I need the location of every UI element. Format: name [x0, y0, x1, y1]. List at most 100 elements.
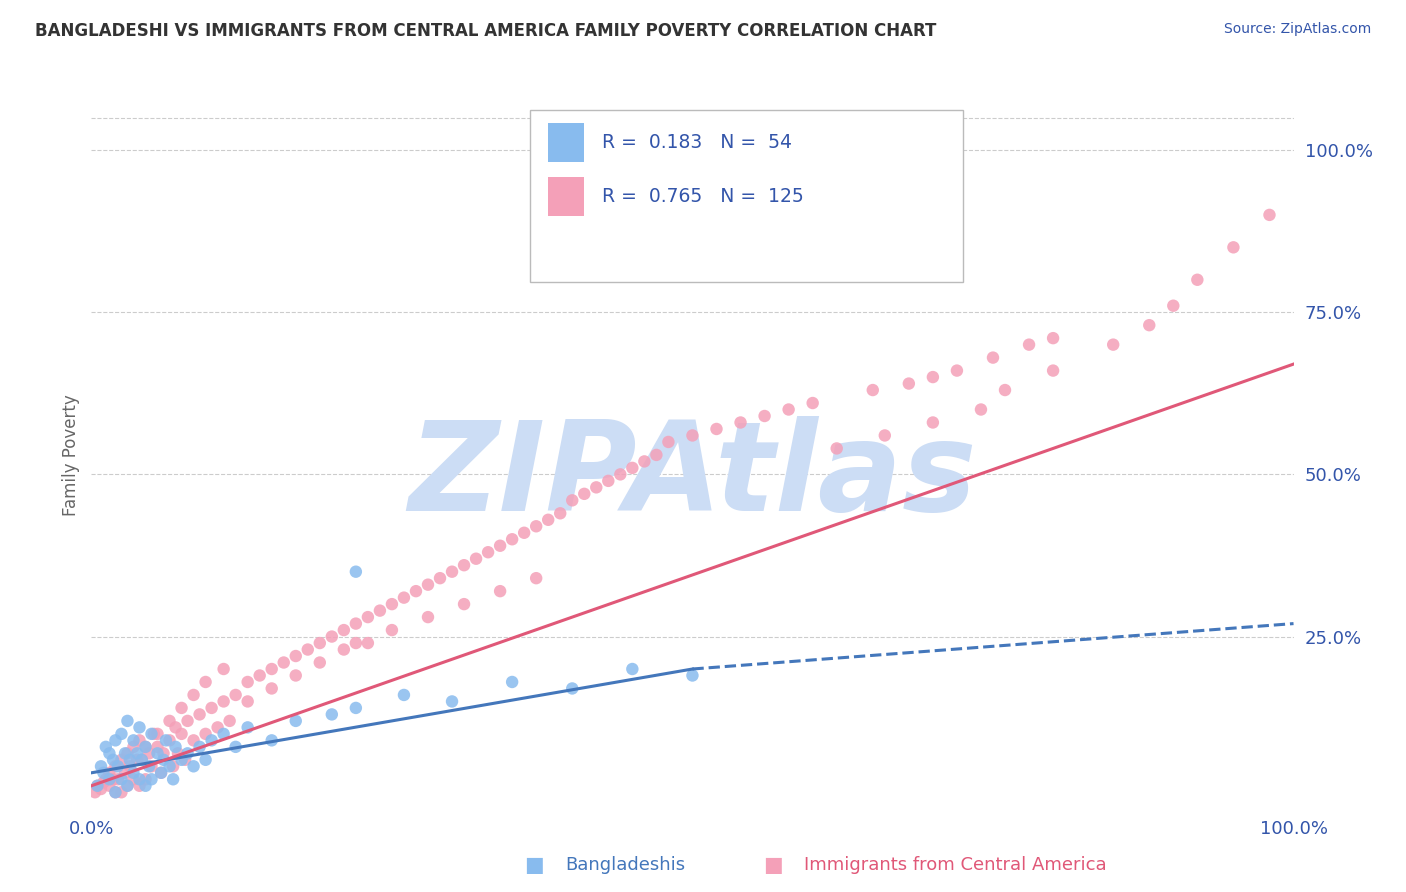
Point	[93, 765, 115, 780]
Point	[645, 448, 668, 462]
Point	[873, 428, 896, 442]
Point	[128, 720, 150, 734]
Point	[188, 707, 211, 722]
Point	[118, 759, 141, 773]
Point	[110, 727, 132, 741]
Point	[134, 739, 156, 754]
Point	[125, 747, 148, 761]
Point	[489, 539, 512, 553]
Point	[308, 636, 330, 650]
Point	[183, 759, 205, 773]
Point	[122, 733, 145, 747]
Point	[146, 747, 169, 761]
Point	[225, 739, 247, 754]
FancyBboxPatch shape	[530, 111, 963, 282]
Point	[477, 545, 499, 559]
Point	[405, 584, 427, 599]
Point	[114, 747, 136, 761]
Point	[609, 467, 631, 482]
Point	[453, 597, 475, 611]
Point	[981, 351, 1004, 365]
Point	[1161, 299, 1184, 313]
Text: Source: ZipAtlas.com: Source: ZipAtlas.com	[1223, 22, 1371, 37]
Point	[548, 506, 571, 520]
Point	[344, 616, 367, 631]
Point	[128, 779, 150, 793]
Point	[194, 753, 217, 767]
Point	[114, 765, 136, 780]
Point	[110, 753, 132, 767]
Point	[308, 656, 330, 670]
Point	[501, 533, 523, 547]
Point	[117, 714, 139, 728]
Point	[90, 759, 112, 773]
Point	[146, 739, 169, 754]
Point	[104, 785, 127, 799]
Point	[146, 727, 169, 741]
Point	[778, 402, 800, 417]
Point	[392, 591, 415, 605]
Point	[1137, 318, 1160, 333]
Point	[141, 759, 163, 773]
Point	[1042, 363, 1064, 377]
Point	[134, 739, 156, 754]
Point	[284, 648, 307, 663]
Point	[104, 733, 127, 747]
Point	[453, 558, 475, 573]
Point	[138, 747, 160, 761]
Point	[174, 753, 197, 767]
Point	[513, 525, 536, 540]
Point	[333, 623, 356, 637]
Point	[162, 759, 184, 773]
Point	[501, 675, 523, 690]
Point	[183, 733, 205, 747]
Point	[150, 765, 173, 780]
Point	[357, 610, 380, 624]
Bar	[548, 177, 585, 216]
Point	[128, 733, 150, 747]
Point	[125, 753, 148, 767]
Y-axis label: Family Poverty: Family Poverty	[62, 394, 80, 516]
Point	[657, 434, 679, 449]
Point	[416, 610, 439, 624]
Point	[122, 765, 145, 780]
Point	[681, 428, 703, 442]
Point	[946, 363, 969, 377]
Point	[621, 461, 644, 475]
Point	[236, 720, 259, 734]
Point	[170, 727, 193, 741]
Point	[260, 662, 283, 676]
Point	[574, 487, 596, 501]
Point	[1042, 331, 1064, 345]
Point	[134, 779, 156, 793]
Point	[284, 714, 307, 728]
Point	[633, 454, 655, 468]
Point	[170, 701, 193, 715]
Point	[537, 513, 560, 527]
Point	[86, 779, 108, 793]
Point	[236, 675, 259, 690]
Point	[357, 636, 380, 650]
Point	[162, 772, 184, 787]
Point	[194, 675, 217, 690]
Point	[98, 765, 121, 780]
Text: Immigrants from Central America: Immigrants from Central America	[804, 856, 1107, 874]
Point	[183, 688, 205, 702]
Point	[159, 759, 181, 773]
Point	[212, 727, 235, 741]
Point	[429, 571, 451, 585]
Point	[141, 772, 163, 787]
Point	[218, 714, 240, 728]
Point	[897, 376, 920, 391]
Point	[416, 577, 439, 591]
Point	[236, 694, 259, 708]
Point	[524, 571, 547, 585]
Point	[207, 720, 229, 734]
Point	[524, 519, 547, 533]
Point	[249, 668, 271, 682]
Point	[165, 739, 187, 754]
Point	[754, 409, 776, 423]
Point	[344, 565, 367, 579]
Point	[440, 694, 463, 708]
Point	[465, 551, 488, 566]
